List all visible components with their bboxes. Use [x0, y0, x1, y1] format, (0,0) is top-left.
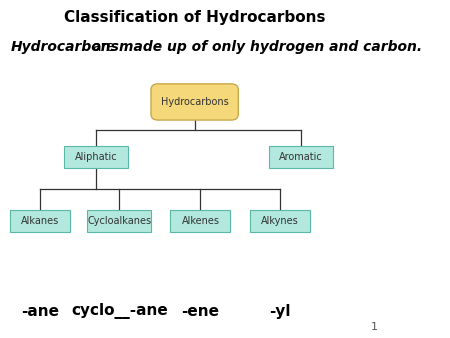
Text: are: are: [92, 40, 115, 54]
FancyBboxPatch shape: [64, 146, 128, 168]
Text: Hydrocarbons: Hydrocarbons: [11, 40, 120, 54]
Text: Alkynes: Alkynes: [261, 216, 298, 226]
FancyBboxPatch shape: [269, 146, 333, 168]
FancyBboxPatch shape: [151, 84, 238, 120]
Text: Aliphatic: Aliphatic: [75, 152, 117, 162]
Text: Hydrocarbons: Hydrocarbons: [161, 97, 229, 107]
Text: Cycloalkanes: Cycloalkanes: [87, 216, 151, 226]
Text: Classification of Hydrocarbons: Classification of Hydrocarbons: [64, 10, 325, 25]
FancyBboxPatch shape: [87, 210, 151, 232]
Text: cyclo__-ane: cyclo__-ane: [71, 304, 168, 319]
Text: Alkenes: Alkenes: [181, 216, 220, 226]
Text: -ene: -ene: [181, 304, 220, 319]
Text: Alkanes: Alkanes: [21, 216, 59, 226]
FancyBboxPatch shape: [250, 210, 310, 232]
Text: -ane: -ane: [21, 304, 59, 319]
FancyBboxPatch shape: [10, 210, 70, 232]
Text: made up of only hydrogen and carbon.: made up of only hydrogen and carbon.: [119, 40, 423, 54]
Text: -yl: -yl: [269, 304, 290, 319]
FancyBboxPatch shape: [171, 210, 230, 232]
Text: 1: 1: [371, 321, 378, 332]
Text: Aromatic: Aromatic: [279, 152, 323, 162]
